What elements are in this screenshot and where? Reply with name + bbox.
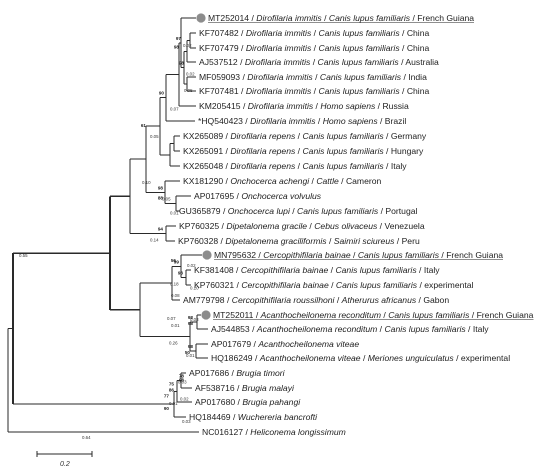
leaf-label: MT252014 / Dirofilaria immitis / Canis l… — [208, 13, 474, 23]
leaf-label: AP017686 / Brugia timori — [189, 368, 286, 378]
leaf-label: AP017695 / Onchocerca volvulus — [194, 191, 322, 201]
branch-length-labels: 0.05 0.02 0.02 0.07 0.05 0.05 0.01 0.14 0.10 0.10… — [19, 43, 199, 440]
highlight-marker-icon — [201, 310, 211, 320]
leaf-label: HQ186249 / Acanthocheilonema viteae / Me… — [211, 353, 510, 363]
branch-length-value: 0.01 — [170, 211, 179, 216]
bootstrap-value: 98 — [174, 45, 180, 50]
branch-length-value: 0.02 — [183, 43, 192, 48]
branch-length-value: 0.05 — [184, 88, 193, 93]
scale-bar-label: 0.2 — [60, 461, 70, 468]
bootstrap-value: 98 — [179, 61, 185, 66]
highlight-marker-icon — [202, 250, 212, 260]
bootstrap-value: 98 — [179, 378, 185, 383]
branch-length-value: 0.03 — [190, 317, 199, 322]
tree-leaf-labels: MT252014 / Dirofilaria immitis / Canis l… — [178, 13, 534, 437]
leaf-label: HQ184469 / Wuchereria bancrofti — [189, 412, 318, 422]
leaf-label: AP017680 / Brugia pahangi — [195, 397, 301, 407]
bootstrap-value: 90 — [164, 406, 170, 411]
leaf-label: KX181290 / Onchocerca achengi / Cattle /… — [183, 176, 382, 186]
leaf-label: MT252011 / Acanthocheilonema reconditum … — [213, 310, 534, 320]
bootstrap-value: 90 — [159, 91, 165, 96]
bootstrap-value: 98 — [188, 344, 194, 349]
leaf-label: AJ544853 / Acanthocheilonema reconditum … — [211, 324, 489, 334]
branch-length-value: 0.05 — [150, 134, 159, 139]
branch-length-value: 0.02 — [186, 72, 195, 77]
bootstrap-value: 61 — [141, 123, 147, 128]
bootstrap-value: 86 — [169, 387, 175, 392]
leaf-label: KP760325 / Dipetalonema gracile / Cebus … — [179, 221, 425, 231]
branch-length-value: 0.01 — [169, 401, 178, 406]
bootstrap-value: 98 — [188, 321, 194, 326]
bootstrap-value: 77 — [164, 393, 170, 398]
bootstrap-value: 94 — [158, 227, 164, 232]
leaf-label: KP760321 / Cercopithifilaria bainae / Ca… — [194, 280, 474, 290]
bootstrap-values: 9897909861989488985699989886757798507898… — [141, 36, 194, 411]
bootstrap-value: 88 — [158, 195, 164, 200]
leaf-label: KF381408 / Cercopithifilaria bainae / Ca… — [194, 265, 440, 275]
branch-length-value: 0.01 — [186, 353, 195, 358]
branch-length-value: 0.26 — [169, 341, 178, 346]
branch-length-value: 0.01 — [171, 323, 180, 328]
bootstrap-value: 98 — [188, 315, 194, 320]
leaf-label: *HQ540423 / Dirofilaria immitis / Homo s… — [198, 116, 406, 126]
leaf-label: KF707481 / Dirofilaria immitis / Canis l… — [199, 86, 429, 96]
leaf-label: KF707479 / Dirofilaria immitis / Canis l… — [199, 43, 429, 53]
branch-length-value: 0.02 — [180, 396, 189, 401]
branch-length-value: 0.10 — [142, 180, 151, 185]
branch-length-value: 0.08 — [171, 293, 180, 298]
branch-length-value: 0.10 — [190, 286, 199, 291]
leaf-label: KX265089 / Dirofilaria repens / Canis lu… — [183, 131, 427, 141]
bootstrap-value: 97 — [176, 36, 182, 41]
bootstrap-value: 56 — [171, 258, 177, 263]
bootstrap-value: 98 — [158, 185, 164, 190]
branch-length-value: 0.03 — [178, 380, 187, 385]
leaf-label: KX265048 / Dirofilaria repens / Canis lu… — [183, 161, 407, 171]
branch-length-value: 0.07 — [170, 107, 179, 112]
branch-length-value: 0.64 — [82, 435, 91, 440]
leaf-label: AM779798 / Cercopithifilaria roussilhoni… — [183, 295, 449, 305]
branch-length-value: 0.03 — [182, 419, 191, 424]
leaf-label: AF538716 / Brugia malayi — [195, 383, 295, 393]
scale-bar: 0.2 — [36, 451, 93, 468]
branch-length-value: 0.05 — [162, 196, 171, 201]
leaf-label: MF059093 / Dirofilaria immitis / Canis l… — [199, 72, 427, 82]
bootstrap-value: 98 — [178, 271, 184, 276]
leaf-label: MN795632 / Cercopithifilaria bainae / Ca… — [214, 250, 503, 260]
branch-length-value: 0.07 — [167, 316, 176, 321]
bootstrap-value: 75 — [169, 381, 175, 386]
leaf-label: NC016127 / Heliconema longissimum — [202, 427, 346, 437]
leaf-label: KP760328 / Dipetalonema graciliformis / … — [178, 236, 420, 246]
leaf-label: AP017679 / Acanthocheilonema viteae — [211, 339, 359, 349]
branch-length-value: 0.18 — [170, 281, 179, 286]
tree-branches — [7, 17, 208, 433]
branch-length-value: 0.14 — [150, 238, 159, 243]
leaf-label: GU365879 / Onchocerca lupi / Canis lupus… — [179, 206, 418, 216]
highlight-marker-icon — [196, 13, 206, 23]
leaf-label: KM205415 / Dirofilaria immitis / Homo sa… — [199, 101, 409, 111]
branch-length-value: 0.02 — [187, 263, 196, 268]
leaf-label: KF707482 / Dirofilaria immitis / Canis l… — [199, 28, 429, 38]
leaf-label: AJ537512 / Dirofilaria immitis / Canis l… — [199, 57, 439, 67]
bootstrap-value: 78 — [179, 374, 185, 379]
branch-length-value: 0.55 — [19, 253, 28, 258]
bootstrap-value: 99 — [174, 259, 180, 264]
bootstrap-value: 50 — [185, 350, 191, 355]
leaf-label: KX265091 / Dirofilaria repens / Canis lu… — [183, 146, 424, 156]
